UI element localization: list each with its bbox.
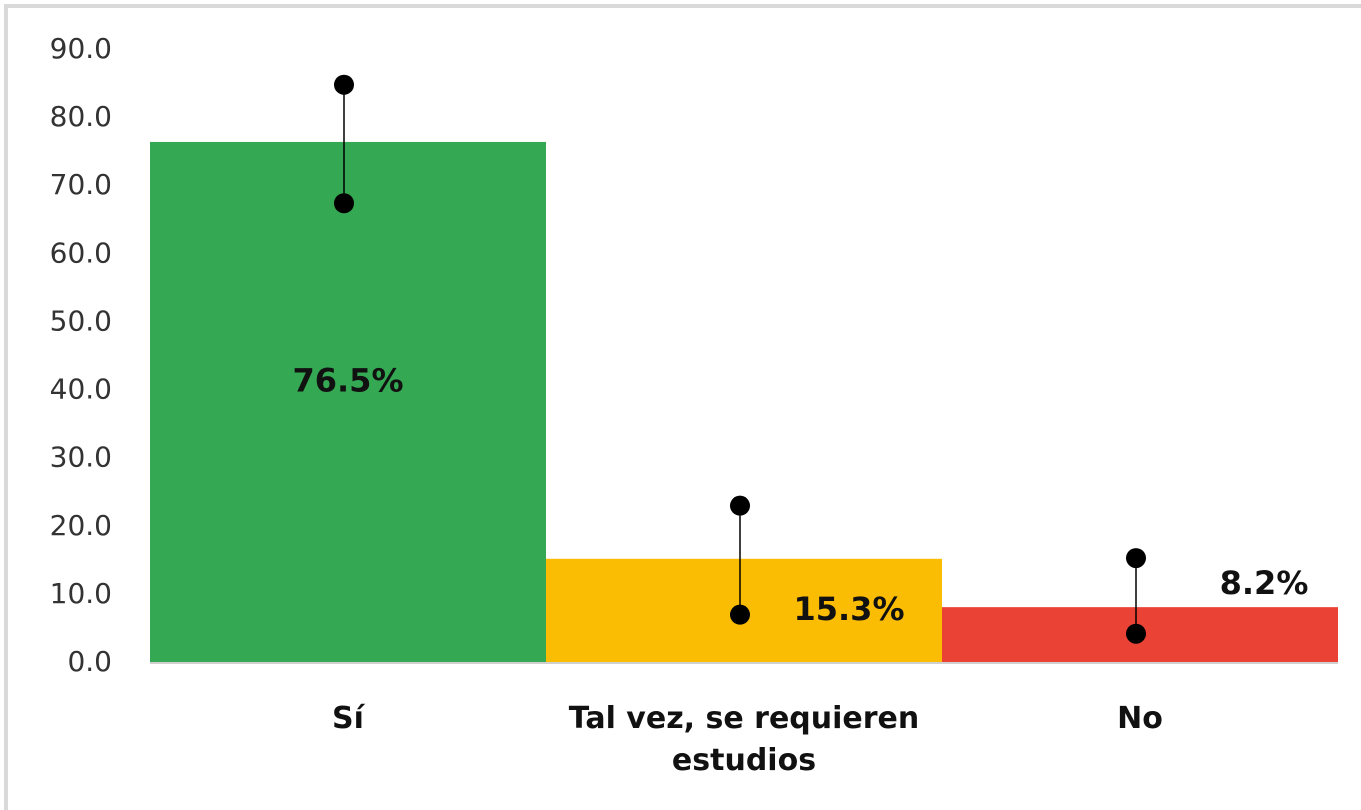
error-cap-lower: [1126, 623, 1146, 644]
y-tick-label: 80.0: [50, 100, 112, 133]
y-tick-label: 0.0: [67, 645, 112, 678]
x-tick-label-box: Tal vez, se requieren estudios: [568, 701, 920, 778]
x-tick-label: Sí: [332, 701, 364, 736]
y-tick-label: 20.0: [50, 509, 112, 542]
error-cap-lower: [730, 604, 750, 625]
y-tick-label: 10.0: [50, 577, 112, 610]
x-tick-label-box: No: [1117, 701, 1163, 736]
y-tick-label: 90.0: [50, 32, 112, 65]
error-cap-lower: [334, 193, 354, 214]
x-tick-label-box: Sí: [332, 701, 364, 736]
error-cap-upper: [730, 495, 750, 516]
value-label: 15.3%: [793, 590, 904, 628]
y-tick-label: 60.0: [50, 236, 112, 269]
y-tick-label: 70.0: [50, 168, 112, 201]
error-cap-upper: [1126, 548, 1146, 569]
error-cap-upper: [334, 74, 354, 95]
y-tick-label: 30.0: [50, 441, 112, 474]
value-label: 8.2%: [1220, 564, 1309, 602]
x-tick-label: No: [1117, 701, 1163, 736]
y-tick-label: 50.0: [50, 304, 112, 337]
y-tick-label: 40.0: [50, 373, 112, 406]
x-tick-label: Tal vez, se requieren estudios: [568, 701, 920, 778]
bar: [150, 141, 546, 663]
value-label: 76.5%: [292, 361, 403, 399]
